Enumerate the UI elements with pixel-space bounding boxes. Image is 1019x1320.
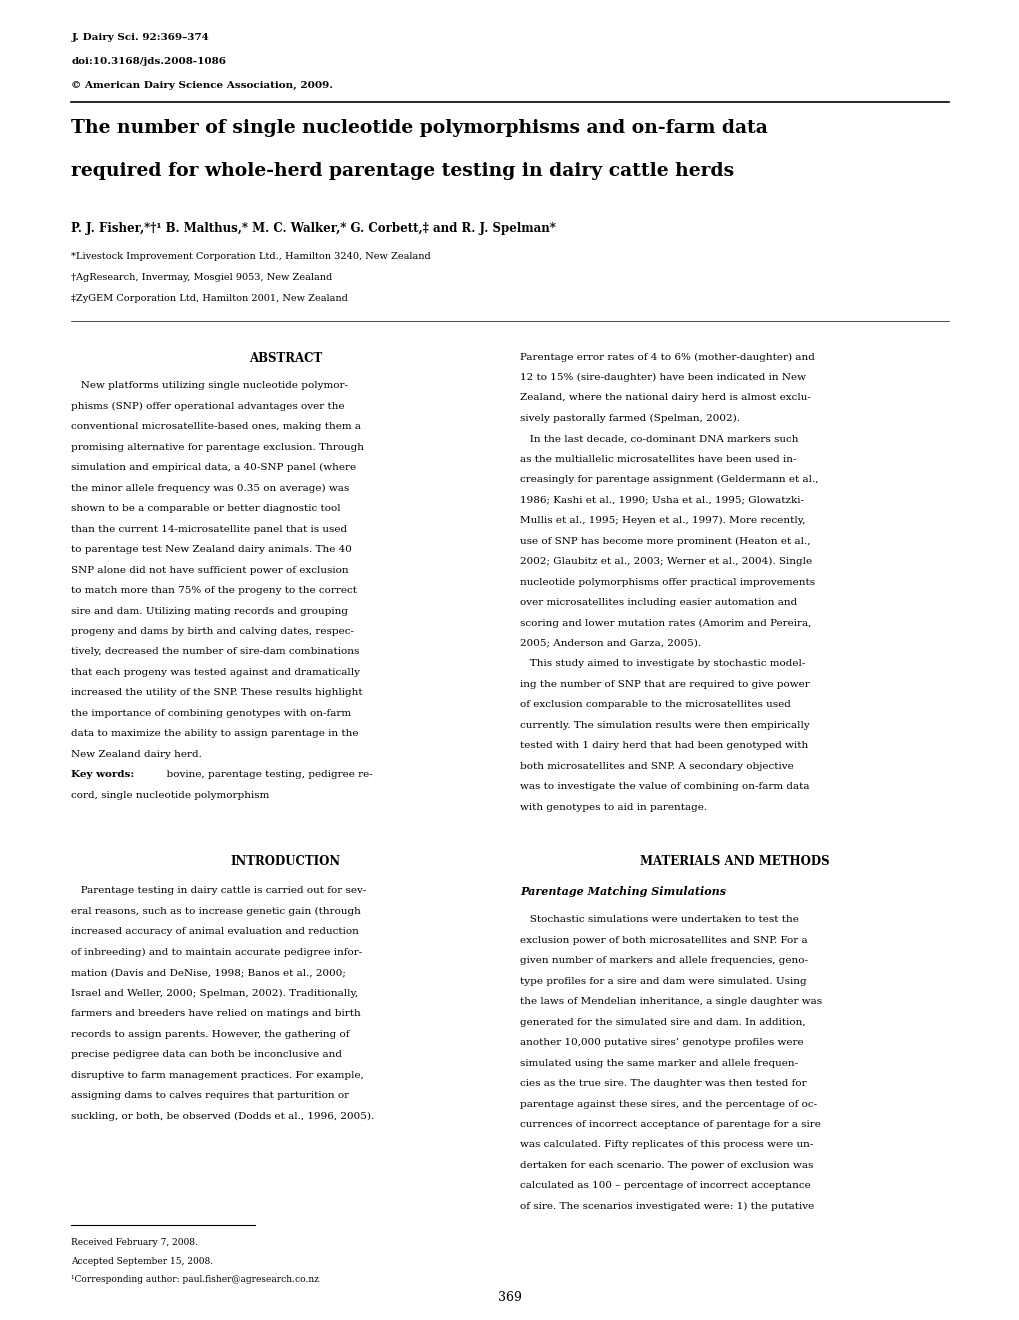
Text: mation (Davis and DeNise, 1998; Banos et al., 2000;: mation (Davis and DeNise, 1998; Banos et… [71,969,345,977]
Text: 12 to 15% (sire-daughter) have been indicated in New: 12 to 15% (sire-daughter) have been indi… [520,374,805,381]
Text: of sire. The scenarios investigated were: 1) the putative: of sire. The scenarios investigated were… [520,1203,813,1210]
Text: conventional microsatellite-based ones, making them a: conventional microsatellite-based ones, … [71,422,361,432]
Text: the importance of combining genotypes with on-farm: the importance of combining genotypes wi… [71,709,352,718]
Text: New platforms utilizing single nucleotide polymor-: New platforms utilizing single nucleotid… [71,381,348,391]
Text: farmers and breeders have relied on matings and birth: farmers and breeders have relied on mati… [71,1010,361,1018]
Text: bovine, parentage testing, pedigree re-: bovine, parentage testing, pedigree re- [160,771,373,779]
Text: promising alternative for parentage exclusion. Through: promising alternative for parentage excl… [71,444,364,451]
Text: increased the utility of the SNP. These results highlight: increased the utility of the SNP. These … [71,689,363,697]
Text: tested with 1 dairy herd that had been genotyped with: tested with 1 dairy herd that had been g… [520,742,808,750]
Text: suckling, or both, be observed (Dodds et al., 1996, 2005).: suckling, or both, be observed (Dodds et… [71,1111,374,1121]
Text: This study aimed to investigate by stochastic model-: This study aimed to investigate by stoch… [520,660,805,668]
Text: required for whole-herd parentage testing in dairy cattle herds: required for whole-herd parentage testin… [71,162,734,181]
Text: 1986; Kashi et al., 1990; Usha et al., 1995; Glowatzki-: 1986; Kashi et al., 1990; Usha et al., 1… [520,496,803,504]
Text: ¹Corresponding author: paul.fisher@agresearch.co.nz: ¹Corresponding author: paul.fisher@agres… [71,1275,319,1284]
Text: of inbreeding) and to maintain accurate pedigree infor-: of inbreeding) and to maintain accurate … [71,948,363,957]
Text: eral reasons, such as to increase genetic gain (through: eral reasons, such as to increase geneti… [71,907,361,916]
Text: given number of markers and allele frequencies, geno-: given number of markers and allele frequ… [520,957,807,965]
Text: Parentage testing in dairy cattle is carried out for sev-: Parentage testing in dairy cattle is car… [71,887,367,895]
Text: cies as the true sire. The daughter was then tested for: cies as the true sire. The daughter was … [520,1080,806,1088]
Text: *Livestock Improvement Corporation Ltd., Hamilton 3240, New Zealand: *Livestock Improvement Corporation Ltd.,… [71,252,431,261]
Text: © American Dairy Science Association, 2009.: © American Dairy Science Association, 20… [71,81,333,90]
Text: INTRODUCTION: INTRODUCTION [230,855,340,867]
Text: ing the number of SNP that are required to give power: ing the number of SNP that are required … [520,680,809,689]
Text: 2002; Glaubitz et al., 2003; Werner et al., 2004). Single: 2002; Glaubitz et al., 2003; Werner et a… [520,557,811,566]
Text: Mullis et al., 1995; Heyen et al., 1997). More recently,: Mullis et al., 1995; Heyen et al., 1997)… [520,516,805,525]
Text: currences of incorrect acceptance of parentage for a sire: currences of incorrect acceptance of par… [520,1121,820,1129]
Text: that each progeny was tested against and dramatically: that each progeny was tested against and… [71,668,360,677]
Text: P. J. Fisher,*†¹ B. Malthus,* M. C. Walker,* G. Corbett,‡ and R. J. Spelman*: P. J. Fisher,*†¹ B. Malthus,* M. C. Walk… [71,222,555,235]
Text: Received February 7, 2008.: Received February 7, 2008. [71,1238,198,1247]
Text: Parentage Matching Simulations: Parentage Matching Simulations [520,887,726,898]
Text: simulation and empirical data, a 40-SNP panel (where: simulation and empirical data, a 40-SNP … [71,463,357,473]
Text: 2005; Anderson and Garza, 2005).: 2005; Anderson and Garza, 2005). [520,639,701,648]
Text: doi:10.3168/jds.2008-1086: doi:10.3168/jds.2008-1086 [71,57,226,66]
Text: as the multiallelic microsatellites have been used in-: as the multiallelic microsatellites have… [520,455,796,463]
Text: was calculated. Fifty replicates of this process were un-: was calculated. Fifty replicates of this… [520,1140,813,1150]
Text: data to maximize the ability to assign parentage in the: data to maximize the ability to assign p… [71,730,359,738]
Text: Stochastic simulations were undertaken to test the: Stochastic simulations were undertaken t… [520,916,798,924]
Text: creasingly for parentage assignment (Geldermann et al.,: creasingly for parentage assignment (Gel… [520,475,818,484]
Text: calculated as 100 – percentage of incorrect acceptance: calculated as 100 – percentage of incorr… [520,1181,810,1191]
Text: Parentage error rates of 4 to 6% (mother-daughter) and: Parentage error rates of 4 to 6% (mother… [520,352,814,362]
Text: increased accuracy of animal evaluation and reduction: increased accuracy of animal evaluation … [71,928,359,936]
Text: use of SNP has become more prominent (Heaton et al.,: use of SNP has become more prominent (He… [520,537,810,545]
Text: currently. The simulation results were then empirically: currently. The simulation results were t… [520,721,809,730]
Text: MATERIALS AND METHODS: MATERIALS AND METHODS [639,855,828,867]
Text: generated for the simulated sire and dam. In addition,: generated for the simulated sire and dam… [520,1018,805,1027]
Text: The number of single nucleotide polymorphisms and on-farm data: The number of single nucleotide polymorp… [71,119,767,137]
Text: assigning dams to calves requires that parturition or: assigning dams to calves requires that p… [71,1092,350,1100]
Text: Key words:: Key words: [71,771,135,779]
Text: SNP alone did not have sufficient power of exclusion: SNP alone did not have sufficient power … [71,566,348,574]
Text: tively, decreased the number of sire-dam combinations: tively, decreased the number of sire-dam… [71,648,360,656]
Text: shown to be a comparable or better diagnostic tool: shown to be a comparable or better diagn… [71,504,340,513]
Text: phisms (SNP) offer operational advantages over the: phisms (SNP) offer operational advantage… [71,403,344,411]
Text: J. Dairy Sci. 92:369–374: J. Dairy Sci. 92:369–374 [71,33,209,42]
Text: nucleotide polymorphisms offer practical improvements: nucleotide polymorphisms offer practical… [520,578,814,586]
Text: sively pastorally farmed (Spelman, 2002).: sively pastorally farmed (Spelman, 2002)… [520,414,740,422]
Text: to parentage test New Zealand dairy animals. The 40: to parentage test New Zealand dairy anim… [71,545,352,554]
Text: both microsatellites and SNP. A secondary objective: both microsatellites and SNP. A secondar… [520,762,793,771]
Text: cord, single nucleotide polymorphism: cord, single nucleotide polymorphism [71,791,269,800]
Text: Zealand, where the national dairy herd is almost exclu-: Zealand, where the national dairy herd i… [520,393,810,403]
Text: than the current 14-microsatellite panel that is used: than the current 14-microsatellite panel… [71,525,347,533]
Text: precise pedigree data can both be inconclusive and: precise pedigree data can both be inconc… [71,1051,342,1059]
Text: with genotypes to aid in parentage.: with genotypes to aid in parentage. [520,803,706,812]
Text: type profiles for a sire and dam were simulated. Using: type profiles for a sire and dam were si… [520,977,806,986]
Text: of exclusion comparable to the microsatellites used: of exclusion comparable to the microsate… [520,701,791,709]
Text: another 10,000 putative sires’ genotype profiles were: another 10,000 putative sires’ genotype … [520,1039,803,1047]
Text: was to investigate the value of combining on-farm data: was to investigate the value of combinin… [520,781,809,791]
Text: disruptive to farm management practices. For example,: disruptive to farm management practices.… [71,1071,364,1080]
Text: Accepted September 15, 2008.: Accepted September 15, 2008. [71,1257,213,1266]
Text: parentage against these sires, and the percentage of oc-: parentage against these sires, and the p… [520,1100,816,1109]
Text: 369: 369 [497,1291,522,1304]
Text: to match more than 75% of the progeny to the correct: to match more than 75% of the progeny to… [71,586,357,595]
Text: In the last decade, co-dominant DNA markers such: In the last decade, co-dominant DNA mark… [520,434,798,444]
Text: records to assign parents. However, the gathering of: records to assign parents. However, the … [71,1030,350,1039]
Text: scoring and lower mutation rates (Amorim and Pereira,: scoring and lower mutation rates (Amorim… [520,619,811,627]
Text: progeny and dams by birth and calving dates, respec-: progeny and dams by birth and calving da… [71,627,354,636]
Text: simulated using the same marker and allele frequen-: simulated using the same marker and alle… [520,1059,798,1068]
Text: ‡ZyGEM Corporation Ltd, Hamilton 2001, New Zealand: ‡ZyGEM Corporation Ltd, Hamilton 2001, N… [71,294,347,304]
Text: sire and dam. Utilizing mating records and grouping: sire and dam. Utilizing mating records a… [71,607,348,615]
Text: †AgResearch, Invermay, Mosgiel 9053, New Zealand: †AgResearch, Invermay, Mosgiel 9053, New… [71,273,332,282]
Text: ABSTRACT: ABSTRACT [249,352,322,366]
Text: New Zealand dairy herd.: New Zealand dairy herd. [71,750,202,759]
Text: over microsatellites including easier automation and: over microsatellites including easier au… [520,598,797,607]
Text: Israel and Weller, 2000; Spelman, 2002). Traditionally,: Israel and Weller, 2000; Spelman, 2002).… [71,989,359,998]
Text: dertaken for each scenario. The power of exclusion was: dertaken for each scenario. The power of… [520,1162,813,1170]
Text: the minor allele frequency was 0.35 on average) was: the minor allele frequency was 0.35 on a… [71,484,350,492]
Text: the laws of Mendelian inheritance, a single daughter was: the laws of Mendelian inheritance, a sin… [520,998,821,1006]
Text: exclusion power of both microsatellites and SNP. For a: exclusion power of both microsatellites … [520,936,807,945]
